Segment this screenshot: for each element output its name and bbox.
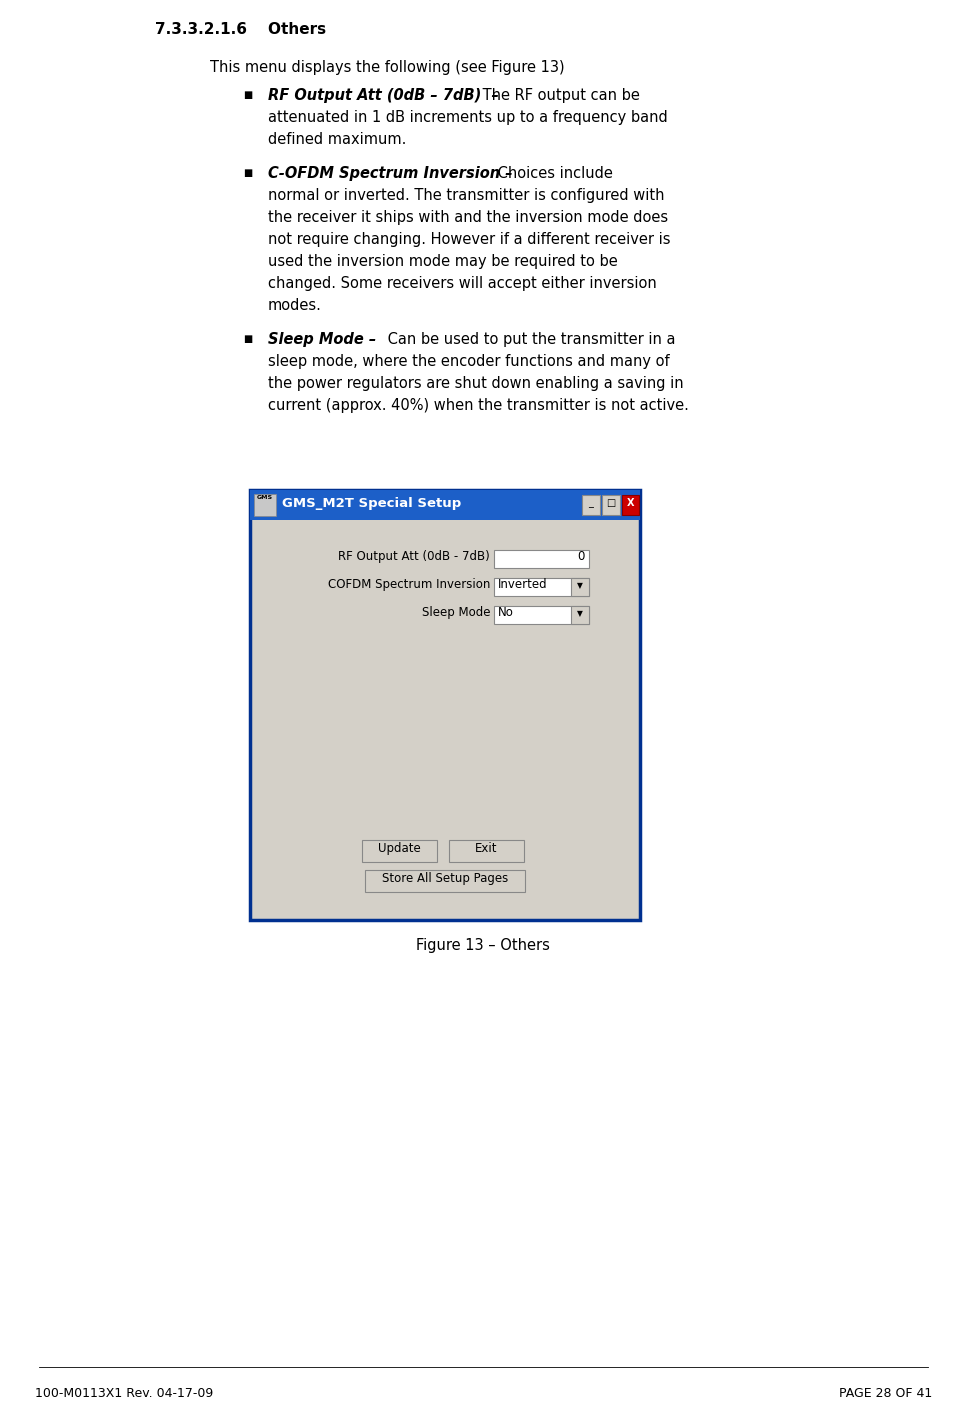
Text: X: X <box>628 498 634 508</box>
Text: the power regulators are shut down enabling a saving in: the power regulators are shut down enabl… <box>268 376 684 391</box>
Text: the receiver it ships with and the inversion mode does: the receiver it ships with and the inver… <box>268 210 668 224</box>
Bar <box>582 495 600 515</box>
Text: Can be used to put the transmitter in a: Can be used to put the transmitter in a <box>383 332 676 348</box>
Bar <box>494 578 589 596</box>
Text: □: □ <box>606 498 616 508</box>
Text: ■: ■ <box>243 334 252 343</box>
Bar <box>494 550 589 568</box>
Bar <box>362 840 437 862</box>
Text: Sleep Mode: Sleep Mode <box>422 606 490 620</box>
Text: defined maximum.: defined maximum. <box>268 132 406 147</box>
Text: used the inversion mode may be required to be: used the inversion mode may be required … <box>268 254 618 269</box>
Text: C-OFDM Spectrum Inversion –: C-OFDM Spectrum Inversion – <box>268 165 513 181</box>
Text: Update: Update <box>378 843 421 855</box>
Text: RF Output Att (0dB - 7dB): RF Output Att (0dB - 7dB) <box>338 550 490 564</box>
Text: PAGE 28 OF 41: PAGE 28 OF 41 <box>838 1387 932 1401</box>
Text: COFDM Spectrum Inversion: COFDM Spectrum Inversion <box>328 578 490 592</box>
Text: modes.: modes. <box>268 299 322 313</box>
Text: GMS_M2T Special Setup: GMS_M2T Special Setup <box>282 496 461 510</box>
Text: normal or inverted. The transmitter is configured with: normal or inverted. The transmitter is c… <box>268 188 664 203</box>
Text: The RF output can be: The RF output can be <box>478 88 640 102</box>
Bar <box>254 494 276 516</box>
Bar <box>602 495 620 515</box>
Text: Figure 13 – Others: Figure 13 – Others <box>416 938 550 953</box>
Bar <box>622 495 639 515</box>
Bar <box>365 871 525 892</box>
Text: ▼: ▼ <box>577 608 583 618</box>
Text: Inverted: Inverted <box>498 578 547 592</box>
Text: 7.3.3.2.1.6    Others: 7.3.3.2.1.6 Others <box>155 22 326 36</box>
Text: sleep mode, where the encoder functions and many of: sleep mode, where the encoder functions … <box>268 353 669 369</box>
Bar <box>254 524 636 916</box>
Text: not require changing. However if a different receiver is: not require changing. However if a diffe… <box>268 231 670 247</box>
Bar <box>494 606 589 624</box>
Text: Sleep Mode –: Sleep Mode – <box>268 332 376 348</box>
Text: Store All Setup Pages: Store All Setup Pages <box>382 872 508 885</box>
Text: Choices include: Choices include <box>493 165 613 181</box>
Text: Exit: Exit <box>475 843 497 855</box>
Bar <box>571 606 589 624</box>
Bar <box>250 491 640 520</box>
Text: GMS: GMS <box>257 495 273 501</box>
Text: RF Output Att (0dB – 7dB)  –: RF Output Att (0dB – 7dB) – <box>268 88 499 102</box>
Text: attenuated in 1 dB increments up to a frequency band: attenuated in 1 dB increments up to a fr… <box>268 109 668 125</box>
Text: ■: ■ <box>243 168 252 178</box>
Text: 0: 0 <box>577 550 585 564</box>
Text: ▼: ▼ <box>577 580 583 590</box>
Text: _: _ <box>589 498 594 508</box>
Text: changed. Some receivers will accept either inversion: changed. Some receivers will accept eith… <box>268 276 657 292</box>
Bar <box>250 491 640 920</box>
Bar <box>571 578 589 596</box>
Text: 100-M0113X1 Rev. 04-17-09: 100-M0113X1 Rev. 04-17-09 <box>35 1387 214 1401</box>
Text: This menu displays the following (see Figure 13): This menu displays the following (see Fi… <box>210 60 565 74</box>
Text: No: No <box>498 606 513 620</box>
Text: ■: ■ <box>243 90 252 100</box>
Text: current (approx. 40%) when the transmitter is not active.: current (approx. 40%) when the transmitt… <box>268 398 689 414</box>
Bar <box>449 840 524 862</box>
